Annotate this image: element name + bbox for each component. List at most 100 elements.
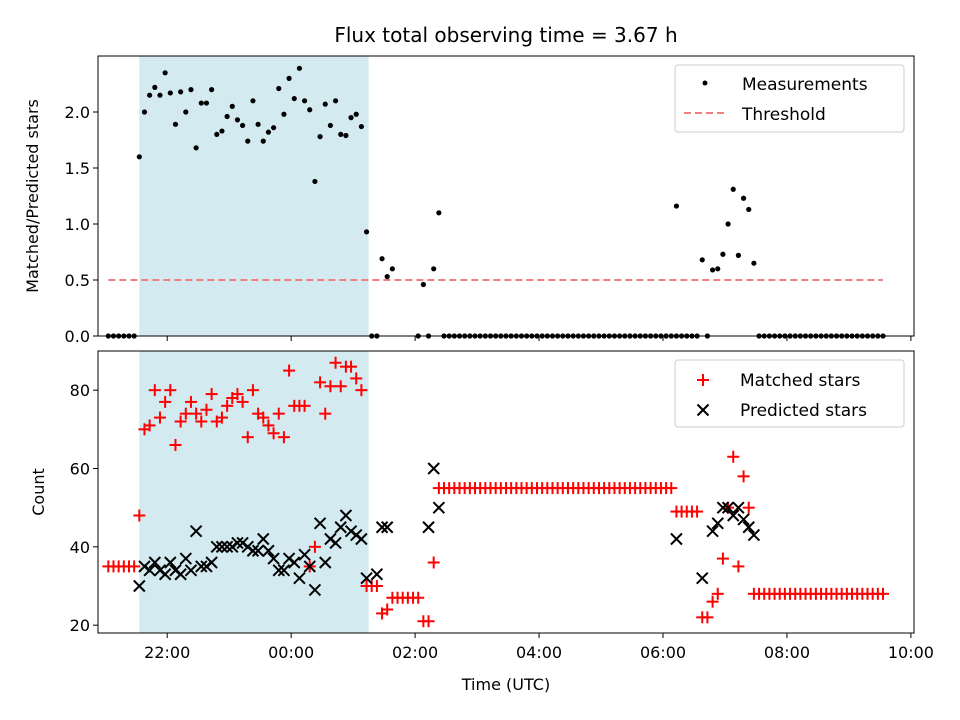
measurement-point xyxy=(343,132,349,139)
top-observing-window xyxy=(139,56,369,336)
measurement-point xyxy=(332,98,339,104)
predicted-star-point xyxy=(179,552,193,565)
measurement-point xyxy=(141,109,148,115)
measurement-point xyxy=(384,274,390,280)
measurement-point xyxy=(245,138,251,144)
measurement-point xyxy=(209,87,215,93)
predicted-star-point xyxy=(427,462,440,475)
measurement-point xyxy=(183,109,189,115)
matched-star-point xyxy=(236,395,249,408)
predicted-star-point xyxy=(267,552,280,565)
measurement-point xyxy=(167,90,173,96)
measurement-point xyxy=(720,251,726,257)
measurement-point xyxy=(198,100,204,106)
matched-star-point xyxy=(737,470,750,483)
measurement-point xyxy=(363,229,370,235)
measurement-point xyxy=(157,92,163,98)
predicted-star-point xyxy=(308,583,322,597)
matched-star-point xyxy=(195,415,208,428)
matched-star-point xyxy=(148,384,161,397)
matched-star-point xyxy=(190,407,203,420)
measurement-point xyxy=(219,128,225,134)
legend-predicted-x xyxy=(696,403,710,417)
matched-star-point xyxy=(262,419,275,432)
matched-star-point xyxy=(169,439,182,451)
bottom-y-ticks: 20 40 60 80 xyxy=(70,381,98,635)
bottom-panel: 20 40 60 80 22:00 00:00 02:00 04:00 06:00 08:00 1… xyxy=(29,350,934,694)
predicted-star-point xyxy=(231,536,244,550)
measurement-point xyxy=(203,100,210,106)
matched-star-point xyxy=(427,556,440,569)
matched-star-point xyxy=(732,560,745,573)
top-x-ticks xyxy=(166,336,912,341)
measurement-point xyxy=(327,122,334,129)
x-tick-label: 08:00 xyxy=(764,643,810,662)
matched-star-point xyxy=(381,603,394,616)
measurement-point xyxy=(338,131,344,137)
matched-star-point xyxy=(277,431,290,444)
measurement-point xyxy=(234,117,241,123)
y-tick-label: 1.0 xyxy=(65,215,90,234)
predicted-star-point xyxy=(422,521,435,534)
bottom-axes-frame xyxy=(97,350,915,634)
predicted-star-point xyxy=(262,544,275,557)
matched-star-point xyxy=(345,360,358,373)
bottom-x-ticks: 22:00 00:00 02:00 04:00 06:00 08:00 10:00 xyxy=(144,633,934,662)
measurement-point xyxy=(358,123,364,130)
predicted-star-point xyxy=(303,560,316,573)
x-axis-label: Time (UTC) xyxy=(461,675,550,694)
x-tick-label: 10:00 xyxy=(888,643,934,662)
measurement-point xyxy=(730,186,736,192)
legend-predicted-label: Predicted stars xyxy=(740,401,867,421)
matched-star-point xyxy=(727,450,740,463)
measurement-point xyxy=(673,203,680,209)
predicted-star-point xyxy=(711,517,724,530)
measurement-point xyxy=(431,266,437,272)
predicted-star-point xyxy=(727,509,740,522)
predicted-star-point xyxy=(696,571,709,585)
matched-star-point xyxy=(205,388,218,401)
predicted-star-point xyxy=(737,513,750,526)
predicted-star-point xyxy=(246,544,260,557)
matched-star-point xyxy=(334,380,347,393)
predicted-star-point xyxy=(257,532,270,546)
predicted-star-point xyxy=(298,548,311,561)
matched-star-point xyxy=(742,501,755,514)
measurement-point xyxy=(322,101,328,107)
bottom-y-axis-label: Count xyxy=(29,468,48,516)
measurement-point xyxy=(389,266,395,272)
matched-star-point xyxy=(272,407,285,420)
y-tick-label: 80 xyxy=(70,381,90,400)
matched-star-point xyxy=(184,395,197,408)
matched-star-point xyxy=(711,587,724,600)
matched-star-point xyxy=(324,380,337,393)
measurement-point xyxy=(250,98,256,104)
measurement-point xyxy=(162,70,168,76)
predicted-star-point xyxy=(133,579,146,593)
y-tick-label: 2.0 xyxy=(65,103,90,122)
measurement-point xyxy=(255,121,261,127)
predicted-star-point xyxy=(288,556,301,569)
matched-star-point xyxy=(716,552,729,565)
top-legend: Measurements Threshold xyxy=(674,64,905,133)
measurement-point xyxy=(172,121,179,127)
y-tick-label: 0.5 xyxy=(65,271,90,290)
measurement-point xyxy=(317,134,323,140)
measurement-point xyxy=(214,131,220,137)
measurement-point xyxy=(296,65,303,71)
matched-star-point xyxy=(877,587,890,600)
measurement-point xyxy=(715,266,721,272)
measurement-point xyxy=(147,92,153,98)
predicted-star-point xyxy=(747,528,761,542)
matched-star-point xyxy=(701,611,714,624)
predicted-stars-points xyxy=(133,462,761,597)
predicted-star-point xyxy=(143,564,156,577)
measurement-point xyxy=(379,256,385,262)
x-tick-label: 06:00 xyxy=(640,643,686,662)
matched-star-point xyxy=(143,419,156,432)
predicted-star-point xyxy=(432,501,446,514)
predicted-star-point xyxy=(319,556,332,569)
measurement-point xyxy=(240,122,246,129)
matched-star-point xyxy=(308,540,321,553)
measurement-point xyxy=(735,252,742,258)
